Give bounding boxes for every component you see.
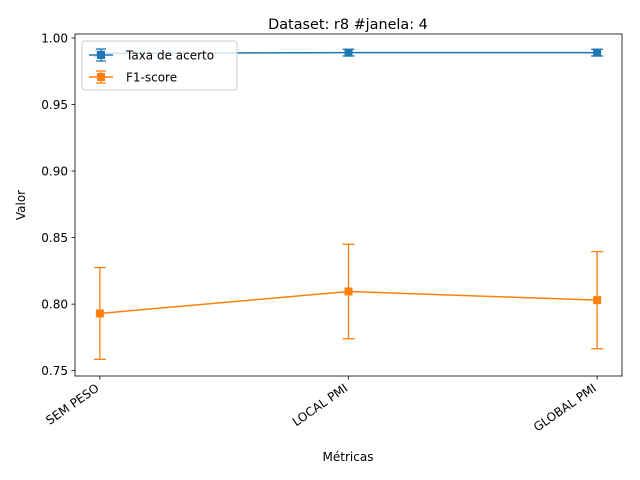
data-point	[593, 48, 602, 57]
legend-label: Taxa de acerto	[125, 49, 214, 63]
legend-marker	[97, 73, 105, 81]
y-axis-label: Valor	[14, 190, 28, 220]
legend: Taxa de acerto F1-score	[81, 40, 238, 91]
data-point	[95, 309, 104, 318]
x-tick-label: LOCAL PMI	[290, 381, 350, 429]
legend-entry: Taxa de acerto	[89, 48, 214, 63]
data-point	[344, 287, 353, 296]
data-point	[593, 296, 602, 305]
y-tick-label: 0.95	[41, 98, 68, 112]
series-2	[93, 243, 604, 361]
x-axis-label: Métricas	[323, 450, 374, 464]
x-axis: SEM PESO LOCAL PMI GLOBAL PMI	[43, 376, 599, 434]
y-tick-label: 0.75	[41, 364, 68, 378]
legend-label: F1-score	[126, 71, 177, 85]
y-tick-label: 0.85	[41, 231, 68, 245]
y-tick-label: 0.80	[41, 298, 68, 312]
legend-frame	[81, 40, 238, 91]
data-point	[344, 48, 353, 57]
legend-marker	[97, 51, 105, 59]
y-tick-label: 0.90	[41, 165, 68, 179]
legend-entry: F1-score	[89, 70, 177, 85]
y-axis: 0.75 0.80 0.85 0.90 0.95 1.00	[41, 31, 75, 378]
plot-marks	[93, 48, 604, 361]
chart-title: Dataset: r8 #janela: 4	[268, 17, 428, 33]
x-tick-label: SEM PESO	[43, 381, 101, 428]
x-tick-label: GLOBAL PMI	[531, 381, 599, 434]
y-tick-label: 1.00	[41, 31, 68, 45]
